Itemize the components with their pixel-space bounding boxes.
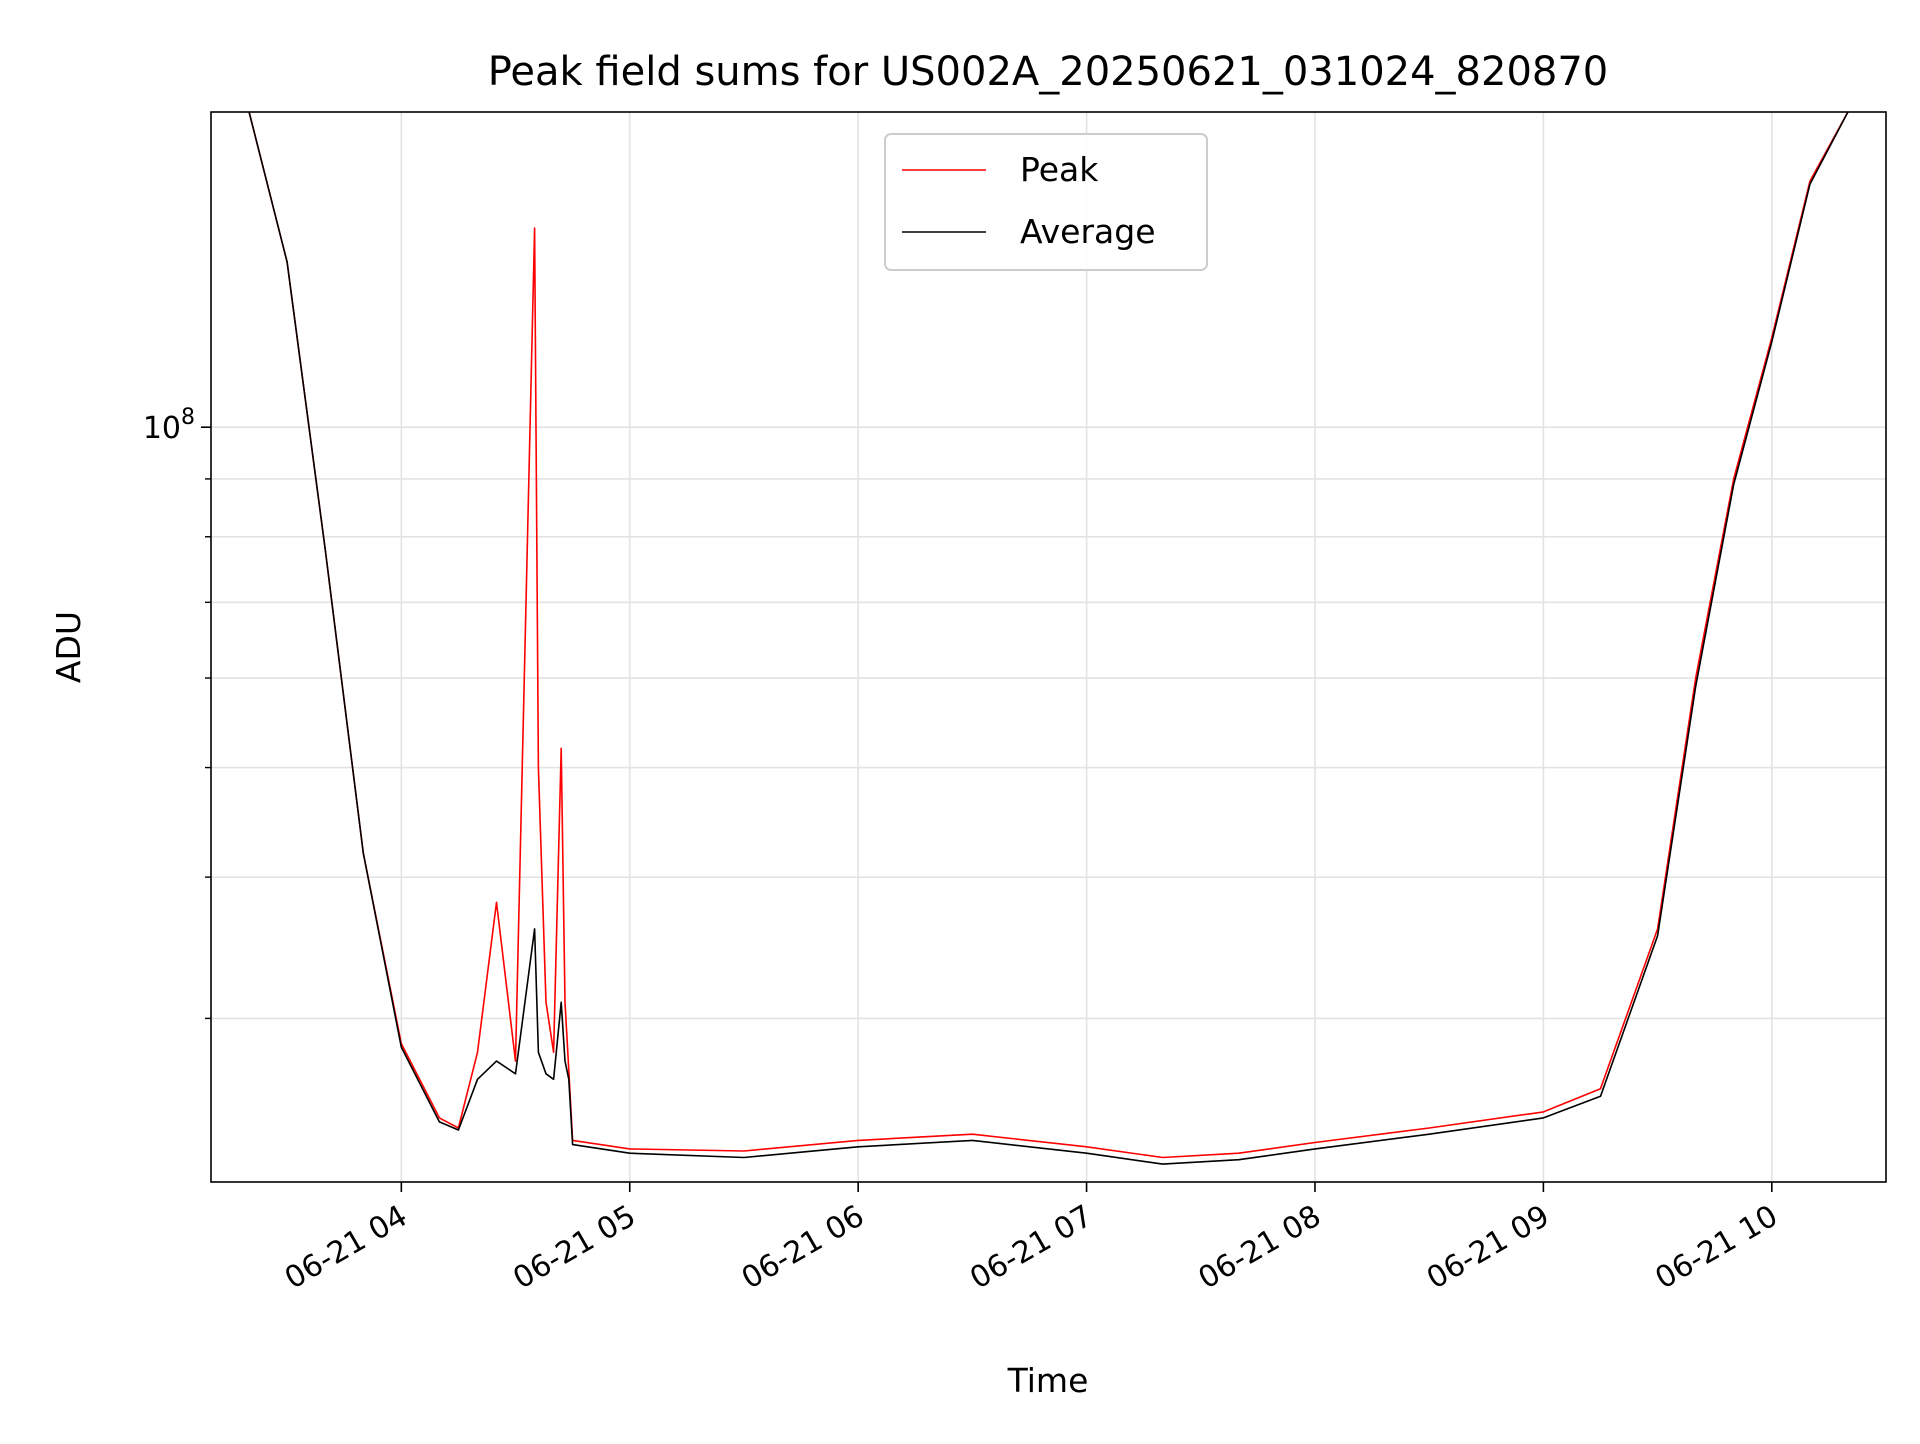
legend: Peak Average	[884, 133, 1208, 271]
chart-title: Peak field sums for US002A_20250621_0310…	[488, 49, 1609, 95]
legend-label-average: Average	[1020, 212, 1156, 251]
x-axis-label: Time	[1007, 1361, 1089, 1400]
series-lines	[248, 111, 1849, 1165]
y-axis-label: ADU	[49, 611, 88, 683]
series-line-average	[248, 111, 1849, 1165]
grid-lines	[211, 112, 1886, 1182]
legend-box	[884, 133, 1208, 271]
plot-frame	[210, 111, 1887, 1183]
legend-label-peak: Peak	[1020, 150, 1099, 189]
